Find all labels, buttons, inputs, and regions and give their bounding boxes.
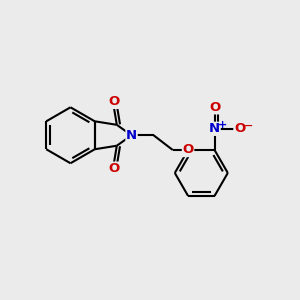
Text: −: −: [244, 121, 253, 131]
Text: N: N: [209, 122, 220, 135]
Text: O: O: [209, 101, 220, 114]
Text: +: +: [218, 120, 227, 130]
Text: O: O: [108, 95, 119, 108]
Text: O: O: [234, 122, 245, 135]
Text: O: O: [108, 162, 119, 175]
Text: N: N: [126, 129, 137, 142]
Text: O: O: [182, 143, 194, 157]
